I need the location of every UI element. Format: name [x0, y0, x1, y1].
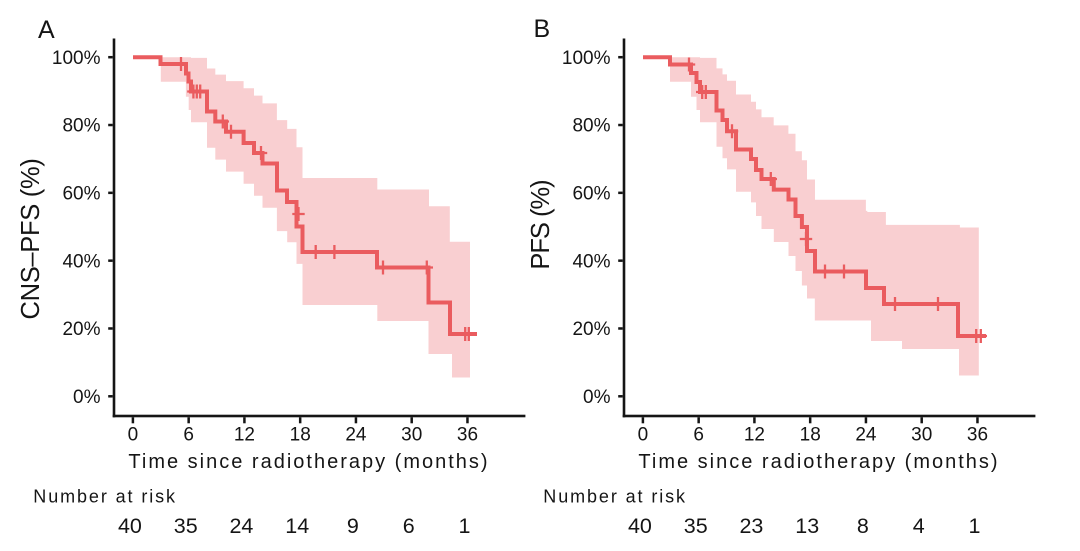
svg-text:80%: 80% [572, 116, 610, 137]
svg-text:80%: 80% [62, 116, 100, 137]
svg-text:12: 12 [234, 425, 255, 446]
svg-text:20%: 20% [572, 319, 610, 340]
svg-text:Time since radiotherapy (month: Time since radiotherapy (months) [128, 451, 489, 473]
svg-text:40: 40 [118, 514, 142, 538]
svg-text:24: 24 [345, 425, 367, 446]
svg-text:20%: 20% [62, 319, 100, 340]
svg-text:0: 0 [128, 425, 139, 446]
svg-text:40: 40 [628, 514, 652, 538]
svg-text:1: 1 [969, 514, 981, 538]
svg-text:0%: 0% [583, 387, 611, 408]
svg-text:60%: 60% [572, 183, 610, 204]
svg-text:Number at risk: Number at risk [543, 487, 687, 507]
svg-text:0%: 0% [73, 387, 101, 408]
svg-text:30: 30 [911, 425, 932, 446]
svg-text:60%: 60% [62, 183, 100, 204]
svg-text:100%: 100% [52, 48, 101, 69]
svg-text:CNS–PFS (%): CNS–PFS (%) [17, 158, 45, 319]
svg-text:35: 35 [174, 514, 198, 538]
svg-text:8: 8 [857, 514, 869, 538]
svg-text:24: 24 [229, 514, 253, 538]
svg-text:100%: 100% [562, 48, 611, 69]
svg-text:24: 24 [855, 425, 877, 446]
svg-text:6: 6 [693, 425, 704, 446]
svg-text:18: 18 [800, 425, 821, 446]
svg-text:36: 36 [967, 425, 988, 446]
svg-text:4: 4 [913, 514, 925, 538]
svg-text:12: 12 [744, 425, 765, 446]
svg-text:35: 35 [684, 514, 708, 538]
svg-text:36: 36 [457, 425, 478, 446]
svg-text:B: B [534, 15, 551, 43]
svg-text:6: 6 [183, 425, 194, 446]
svg-text:Number at risk: Number at risk [33, 487, 177, 507]
svg-text:13: 13 [795, 514, 819, 538]
svg-text:Time since radiotherapy (month: Time since radiotherapy (months) [638, 451, 999, 473]
svg-text:PFS (%): PFS (%) [527, 180, 555, 269]
svg-text:6: 6 [403, 514, 415, 538]
svg-text:23: 23 [739, 514, 763, 538]
svg-text:30: 30 [401, 425, 422, 446]
svg-text:A: A [38, 16, 55, 44]
svg-text:40%: 40% [62, 251, 100, 272]
svg-text:14: 14 [285, 514, 309, 538]
svg-text:0: 0 [638, 425, 649, 446]
svg-text:40%: 40% [572, 251, 610, 272]
svg-text:9: 9 [347, 514, 359, 538]
svg-text:18: 18 [290, 425, 311, 446]
svg-text:1: 1 [459, 514, 471, 538]
